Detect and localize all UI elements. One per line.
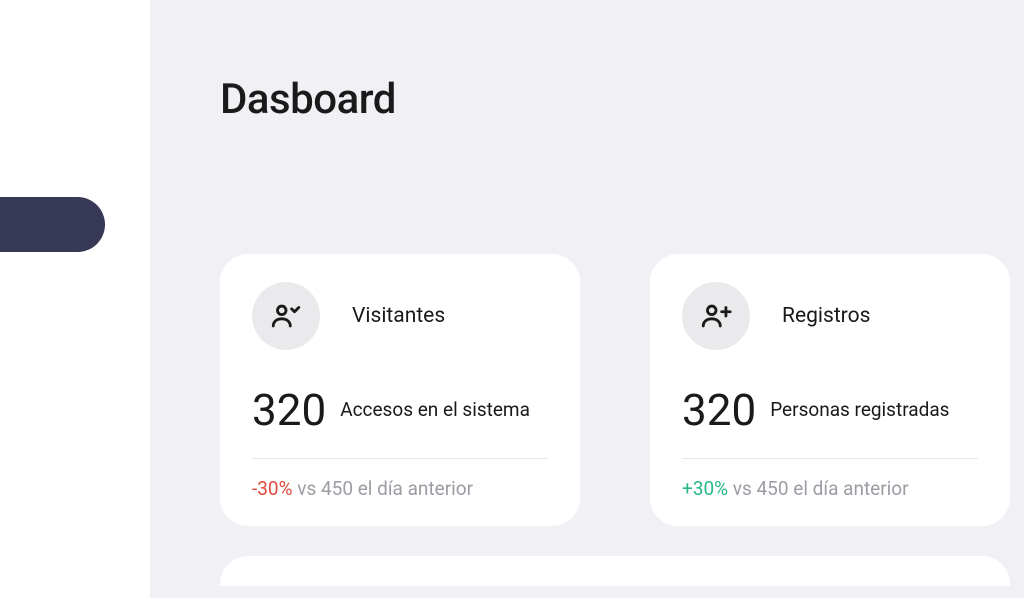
card-header: Registros [682, 282, 978, 350]
card-title: Registros [782, 304, 870, 328]
stat-card-registros: Registros 320 Personas registradas +30% … [650, 254, 1010, 526]
metric-label: Personas registradas [770, 398, 949, 422]
person-add-icon [699, 299, 733, 333]
delta-context: vs 450 el día anterior [297, 477, 473, 500]
delta-context: vs 450 el día anterior [733, 477, 909, 500]
stat-cards: Visitantes 320 Accesos en el sistema -30… [220, 254, 1010, 526]
bottom-card-peek [220, 556, 1010, 586]
card-icon-circle [252, 282, 320, 350]
card-delta: +30% vs 450 el día anterior [682, 477, 978, 500]
metric-label: Accesos en el sistema [340, 398, 530, 422]
card-divider [252, 458, 548, 459]
delta-percent: -30% [252, 477, 293, 500]
card-divider [682, 458, 978, 459]
card-metric: 320 Accesos en el sistema [252, 388, 548, 432]
metric-value: 320 [252, 388, 326, 432]
main-content: Dasboard Visitantes 320 Accesos en el si… [150, 0, 1024, 598]
person-check-icon [269, 299, 303, 333]
delta-percent: +30% [682, 477, 728, 500]
card-icon-circle [682, 282, 750, 350]
card-header: Visitantes [252, 282, 548, 350]
metric-value: 320 [682, 388, 756, 432]
page-title: Dasboard [220, 75, 1010, 124]
card-delta: -30% vs 450 el día anterior [252, 477, 548, 500]
sidebar-active-tab[interactable] [0, 197, 105, 252]
card-metric: 320 Personas registradas [682, 388, 978, 432]
stat-card-visitantes: Visitantes 320 Accesos en el sistema -30… [220, 254, 580, 526]
card-title: Visitantes [352, 304, 445, 328]
sidebar [0, 0, 150, 598]
